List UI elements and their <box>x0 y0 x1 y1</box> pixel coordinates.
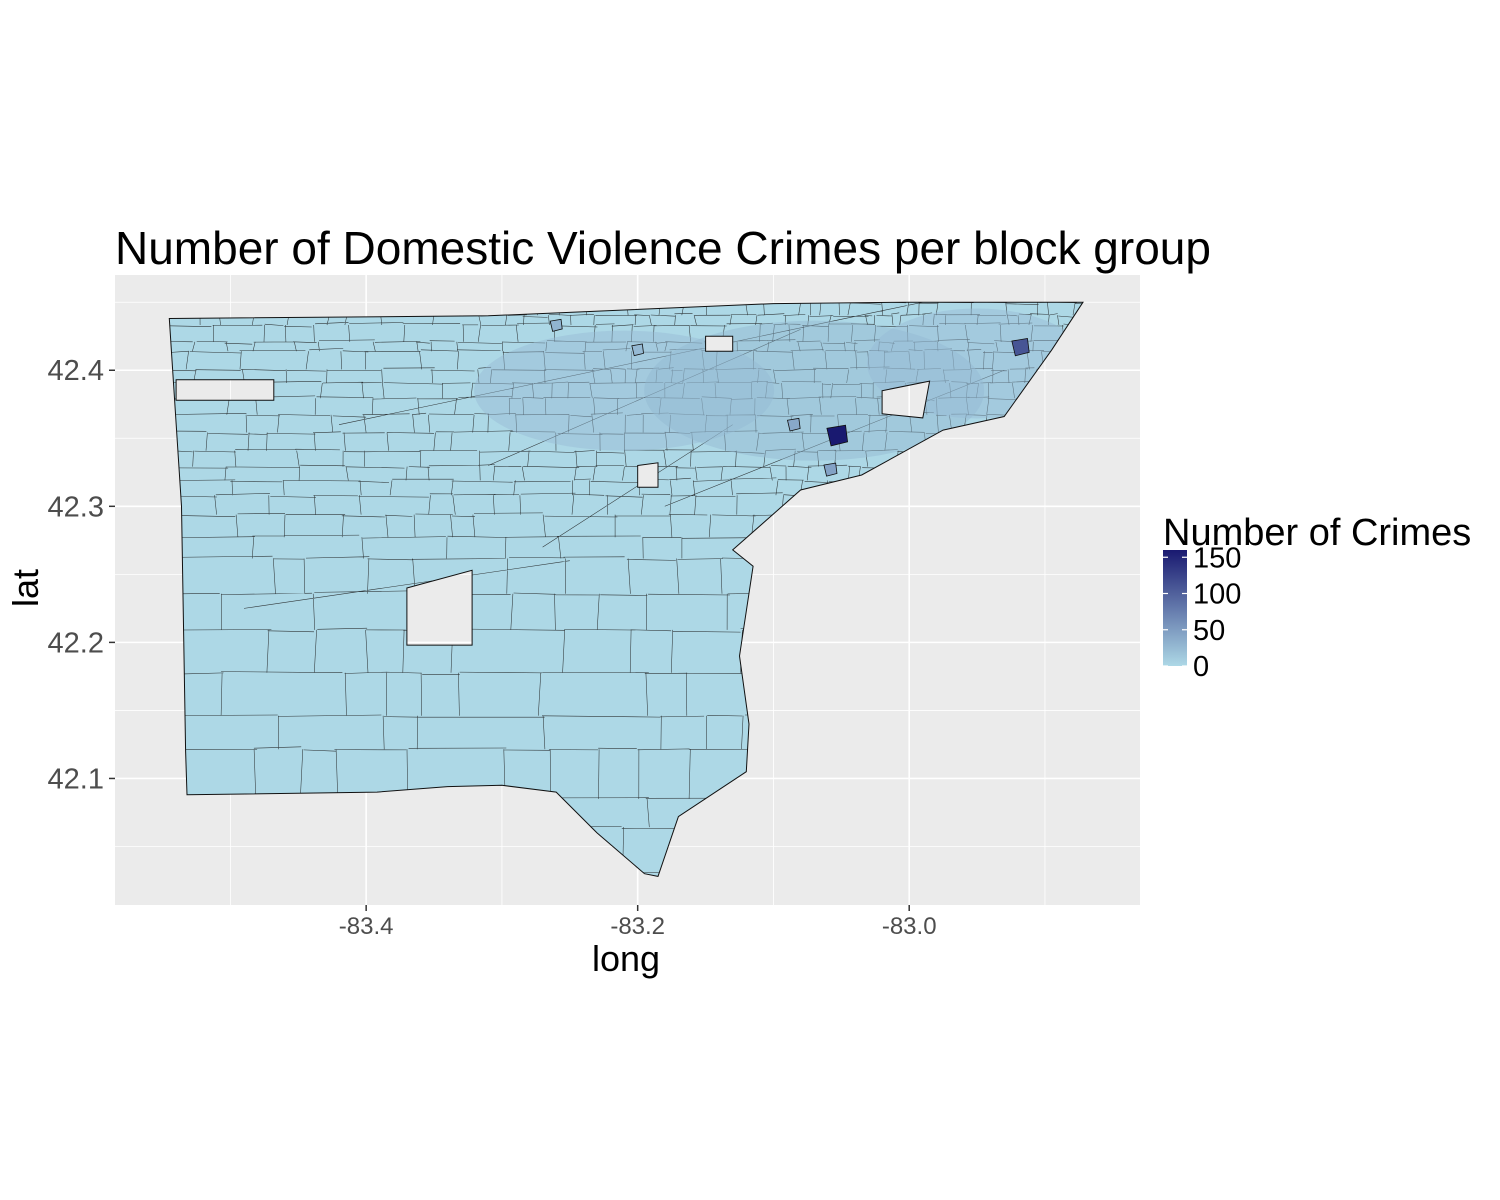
y-axis-label: lat <box>5 569 46 607</box>
density-tint <box>474 308 1084 461</box>
hotspot-block-group <box>549 318 563 332</box>
map-outline <box>168 301 1084 877</box>
x-tick-label: -83.2 <box>610 913 665 940</box>
legend-label: 0 <box>1193 651 1209 683</box>
hotspot-block-group <box>823 462 838 477</box>
legend-colorbar <box>1163 550 1187 666</box>
y-tick-label: 42.1 <box>48 763 104 795</box>
hotspot-block-group <box>631 343 644 357</box>
y-tick-label: 42.2 <box>48 627 104 659</box>
legend: Number of Crimes 0 50 100 150 <box>1163 512 1471 683</box>
map-base-fill <box>169 302 1084 877</box>
hotspot-block-group <box>826 424 849 447</box>
y-axis: 42.1 42.2 42.3 42.4 <box>48 355 115 795</box>
legend-title: Number of Crimes <box>1163 512 1471 554</box>
x-tick-label: -83.0 <box>882 913 937 940</box>
legend-label: 150 <box>1193 542 1241 574</box>
chart-title: Number of Domestic Violence Crimes per b… <box>115 222 1211 274</box>
hotspot-layer <box>549 318 1030 477</box>
hotspot-block-group <box>1011 337 1030 357</box>
legend-label: 100 <box>1193 579 1241 611</box>
x-axis: -83.4 -83.2 -83.0 <box>339 905 937 940</box>
x-axis-label: long <box>592 938 660 979</box>
hotspot-block-group <box>786 417 801 432</box>
y-tick-label: 42.4 <box>48 355 104 387</box>
x-tick-label: -83.4 <box>339 913 394 940</box>
legend-label: 50 <box>1193 615 1225 647</box>
y-tick-label: 42.3 <box>48 491 104 523</box>
